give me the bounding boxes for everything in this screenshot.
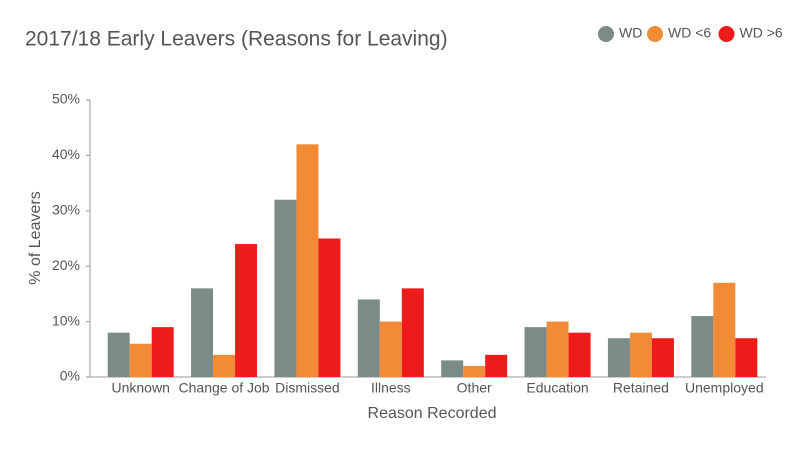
chart-title: 2017/18 Early Leavers (Reasons for Leavi…: [25, 28, 448, 51]
x-tick-label: Change of Job: [179, 380, 270, 396]
bar: [274, 199, 297, 377]
bar: [524, 327, 547, 377]
bar: [651, 338, 674, 377]
y-tick-label: 50%: [52, 91, 80, 107]
x-tick-label: Retained: [613, 380, 669, 396]
x-tick-label: Illness: [371, 380, 411, 396]
bar: [235, 244, 258, 377]
y-axis-label: % of Leavers: [27, 191, 44, 284]
bar: [213, 354, 236, 377]
y-tick-label: 0%: [60, 368, 80, 384]
legend-label: WD >6: [740, 25, 783, 41]
legend-marker: [647, 26, 663, 42]
y-tick-label: 20%: [52, 257, 80, 273]
x-tick-label: Other: [457, 380, 492, 396]
bar: [485, 354, 508, 377]
y-tick-label: 40%: [52, 146, 80, 162]
y-tick-label: 30%: [52, 202, 80, 218]
bar: [318, 238, 341, 377]
legend-marker: [598, 26, 614, 42]
x-tick-label: Dismissed: [275, 380, 340, 396]
bar: [401, 288, 424, 377]
x-tick-label: Unemployed: [685, 380, 764, 396]
bar: [607, 338, 630, 377]
bar: [735, 338, 758, 377]
x-axis-label: Reason Recorded: [368, 405, 497, 422]
bar: [191, 288, 214, 377]
legend-label: WD: [619, 25, 642, 41]
x-tick-label: Education: [526, 380, 588, 396]
bar: [129, 343, 152, 377]
legend-label: WD <6: [668, 25, 711, 41]
bar: [568, 332, 591, 377]
bar: [151, 327, 174, 377]
bar: [441, 360, 464, 377]
bar: [357, 299, 380, 377]
legend-marker: [718, 26, 735, 42]
bar: [463, 365, 486, 377]
bar: [546, 321, 569, 377]
bar: [379, 321, 402, 377]
bar: [107, 332, 130, 377]
bar: [296, 144, 319, 377]
bar: [691, 316, 714, 377]
bar: [713, 282, 736, 377]
x-tick-label: Unknown: [112, 380, 170, 396]
bar: [629, 332, 652, 377]
y-tick-label: 10%: [52, 312, 80, 328]
